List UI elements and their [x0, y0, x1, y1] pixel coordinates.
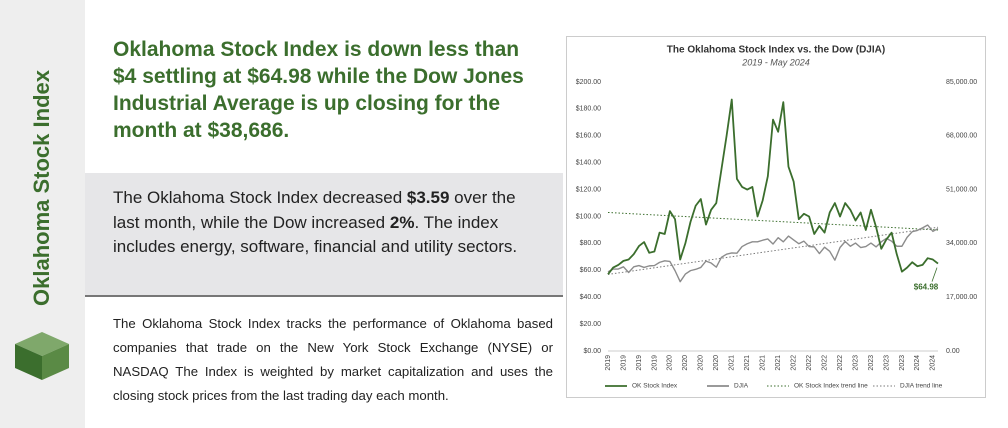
trend-line [607, 226, 939, 275]
legend-label: OK Stock Index [632, 383, 678, 390]
x-tick-label: 2021 [775, 355, 782, 371]
x-tick-label: 2019 [605, 355, 612, 371]
y-tick-label: $140.00 [576, 160, 601, 167]
x-tick-label: 2023 [852, 355, 859, 371]
x-tick-label: 2022 [837, 355, 844, 371]
summary-figure: 2% [389, 212, 415, 232]
x-tick-label: 2019 [636, 355, 643, 371]
headline-figure: $38,686 [207, 119, 284, 142]
series-line [607, 98, 939, 275]
x-tick-label: 2021 [744, 355, 751, 371]
x-tick-label: 2020 [667, 355, 674, 371]
y2-tick-label: 85,000.00 [946, 79, 977, 86]
x-tick-label: 2022 [806, 355, 813, 371]
y2-tick-label: 17,000.00 [946, 294, 977, 301]
y2-tick-label: 68,000.00 [946, 133, 977, 140]
summary: The Oklahoma Stock Index decreased $3.59… [113, 186, 543, 260]
headline-text: Oklahoma Stock Index is down less than [113, 38, 520, 61]
chart-box: The Oklahoma Stock Index vs. the Dow (DJ… [566, 36, 986, 398]
y-tick-label: $0.00 [583, 348, 601, 355]
y-tick-label: $80.00 [580, 240, 602, 247]
y-tick-label: $180.00 [576, 106, 601, 113]
summary-text: The Oklahoma Stock Index decreased [113, 188, 407, 207]
x-tick-label: 2022 [790, 355, 797, 371]
x-tick-label: 2022 [821, 355, 828, 371]
chart: The Oklahoma Stock Index vs. the Dow (DJ… [576, 45, 978, 390]
chart-title: The Oklahoma Stock Index vs. the Dow (DJ… [667, 45, 885, 56]
headline: Oklahoma Stock Index is down less than $… [113, 36, 533, 144]
x-tick-label: 2020 [713, 355, 720, 371]
summary-box: The Oklahoma Stock Index decreased $3.59… [85, 173, 563, 297]
summary-text: . The index includes energy, software, f… [113, 212, 518, 257]
annotation: $64.98 [914, 283, 939, 292]
y-tick-label: $40.00 [580, 294, 602, 301]
x-tick-label: 2021 [729, 355, 736, 371]
y-tick-label: $160.00 [576, 133, 601, 140]
chart-subtitle: 2019 - May 2024 [741, 57, 810, 67]
series-line [607, 224, 939, 283]
y2-tick-label: 34,000.00 [946, 240, 977, 247]
x-tick-label: 2019 [651, 355, 658, 371]
x-tick-label: 2023 [883, 355, 890, 371]
legend-label: DJIA trend line [900, 383, 943, 390]
x-tick-label: 2020 [698, 355, 705, 371]
x-tick-label: 2021 [760, 355, 767, 371]
headline-text: while the Dow Jones Industrial Average i… [113, 65, 524, 142]
x-tick-label: 2024 [914, 355, 921, 371]
y-tick-label: $60.00 [580, 267, 602, 274]
body-text: The Oklahoma Stock Index tracks the perf… [113, 316, 553, 403]
cube-icon [15, 332, 69, 380]
annotation-leader [931, 267, 938, 282]
y-tick-label: $20.00 [580, 321, 602, 328]
sidebar-title: Oklahoma Stock Index [29, 70, 54, 306]
headline-text: . [283, 119, 290, 142]
x-tick-label: 2019 [620, 355, 627, 371]
y2-tick-label: 51,000.00 [946, 186, 977, 193]
y2-tick-label: 0.00 [946, 348, 960, 355]
headline-figure: $64.98 [247, 65, 312, 88]
summary-figure: $3.59 [406, 188, 450, 207]
legend-label: DJIA [734, 383, 749, 390]
summary-text: over the last month, while the Dow incre… [113, 188, 516, 232]
y-tick-label: $120.00 [576, 186, 601, 193]
x-tick-label: 2023 [868, 355, 875, 371]
sidebar: Oklahoma Stock Index [0, 0, 85, 428]
y-tick-label: $100.00 [576, 213, 601, 220]
x-tick-label: 2020 [682, 355, 689, 371]
trend-line [607, 211, 939, 231]
y-tick-label: $200.00 [576, 79, 601, 86]
headline-figure: $4 [113, 65, 137, 88]
legend-label: OK Stock Index trend line [794, 383, 868, 390]
x-tick-label: 2024 [930, 355, 937, 371]
x-tick-label: 2023 [899, 355, 906, 371]
headline-text: settling at [136, 65, 248, 88]
